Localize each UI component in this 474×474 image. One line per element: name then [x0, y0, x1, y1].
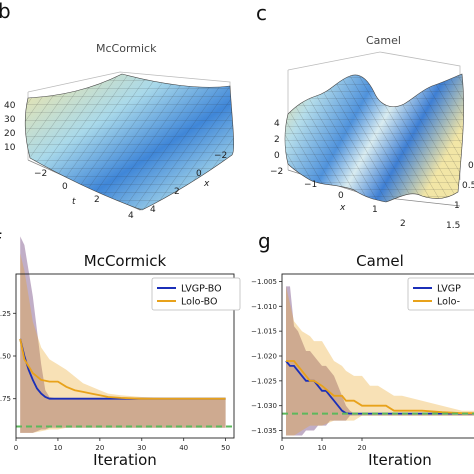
legend-label: LVGP-BO: [181, 284, 222, 295]
y-tick-label: 1.5: [446, 221, 460, 231]
y-tick-label: −1.005: [251, 278, 277, 286]
mccormick-chart-title: McCormick: [84, 252, 167, 270]
panel-letter-c: c: [256, 1, 267, 25]
panel-letter-b: b: [0, 0, 11, 23]
y-tick-label: −1.030: [251, 402, 277, 410]
y-tick-label: 1.50: [0, 353, 11, 361]
y-tick-label: 0.5: [462, 181, 474, 191]
z-tick-label: 30: [4, 115, 16, 125]
z-tick-label: 10: [4, 143, 16, 153]
x-tick-label: 0: [338, 191, 344, 201]
z-tick-label: 0: [274, 151, 280, 161]
camel-surface-title: Camel: [366, 34, 401, 47]
panel-b-mccormick-surface: b McCormick 40 30 20 10 −2 0 2 4 t −2 0 …: [0, 0, 235, 221]
y-tick-label: 0: [468, 161, 474, 171]
panel-g-camel-convergence: g Camel 0 10 20 −1.005 −1.010 −1.015 −1.020 −1.…: [251, 229, 474, 469]
confidence-band: [20, 236, 226, 433]
camel-x-axis-label: Iteration: [368, 451, 432, 469]
t-tick-label: 0: [62, 182, 68, 192]
y-tick-label: −1.015: [251, 328, 277, 336]
legend-label: Lolo-: [437, 297, 460, 308]
x-tick-label: 30: [137, 444, 146, 452]
x-tick-label: 2: [400, 219, 406, 229]
x-tick-label: 10: [318, 444, 327, 452]
mccormick-x-axis-label: Iteration: [93, 451, 157, 469]
camel-chart-title: Camel: [356, 252, 404, 270]
panel-c-camel-surface: c Camel 4 2 0 −2 −1 0 1 2 x 0 0.5 1 1.5: [256, 1, 474, 231]
y-tick-label: −1.020: [251, 353, 277, 361]
t-axis-label: t: [72, 197, 76, 207]
z-tick-label: −2: [270, 167, 283, 177]
x-tick-label: 1: [372, 205, 378, 215]
x-tick-label: 2: [174, 187, 180, 197]
t-tick-label: −2: [34, 169, 47, 179]
panel-f-mccormick-convergence: f McCormick 0 10 20 30 40 50 1.25 1.50 1.75 LVGP-…: [0, 229, 241, 469]
x-tick-label: 0: [14, 444, 18, 452]
series-line: [19, 338, 226, 400]
x-tick-label: 10: [53, 444, 62, 452]
x-axis-label: x: [339, 203, 346, 213]
z-tick-label: 20: [4, 129, 16, 139]
series-line: [286, 360, 474, 415]
legend-label: Lolo-BO: [181, 297, 217, 308]
z-tick-label: 2: [274, 135, 280, 145]
x-tick-label: 40: [179, 444, 188, 452]
series-line: [19, 338, 226, 400]
z-tick-label: 4: [274, 119, 280, 129]
z-tick-label: 40: [4, 101, 16, 111]
x-tick-label: 20: [358, 444, 367, 452]
x-tick-label: 50: [221, 444, 230, 452]
x-tick-label: −1: [304, 180, 317, 190]
panel-letter-g: g: [258, 229, 271, 253]
x-tick-label: 20: [95, 444, 104, 452]
y-tick-label: 1.25: [0, 310, 11, 318]
mccormick-surface-title: McCormick: [96, 42, 157, 55]
x-tick-label: 4: [150, 205, 156, 215]
x-tick-label: 0: [280, 444, 284, 452]
t-tick-label: 2: [94, 195, 100, 205]
legend-label: LVGP: [437, 284, 461, 295]
x-axis-label: x: [203, 179, 210, 189]
x-tick-label: 0: [196, 169, 202, 179]
t-tick-label: 4: [128, 211, 134, 221]
y-tick-label: −1.010: [251, 303, 277, 311]
y-tick-label: −1.025: [251, 377, 277, 385]
x-tick-label: −2: [214, 151, 227, 161]
y-tick-label: 1: [454, 201, 460, 211]
y-tick-label: 1.75: [0, 395, 11, 403]
y-tick-label: −1.035: [251, 427, 277, 435]
panel-letter-f: f: [0, 229, 2, 253]
